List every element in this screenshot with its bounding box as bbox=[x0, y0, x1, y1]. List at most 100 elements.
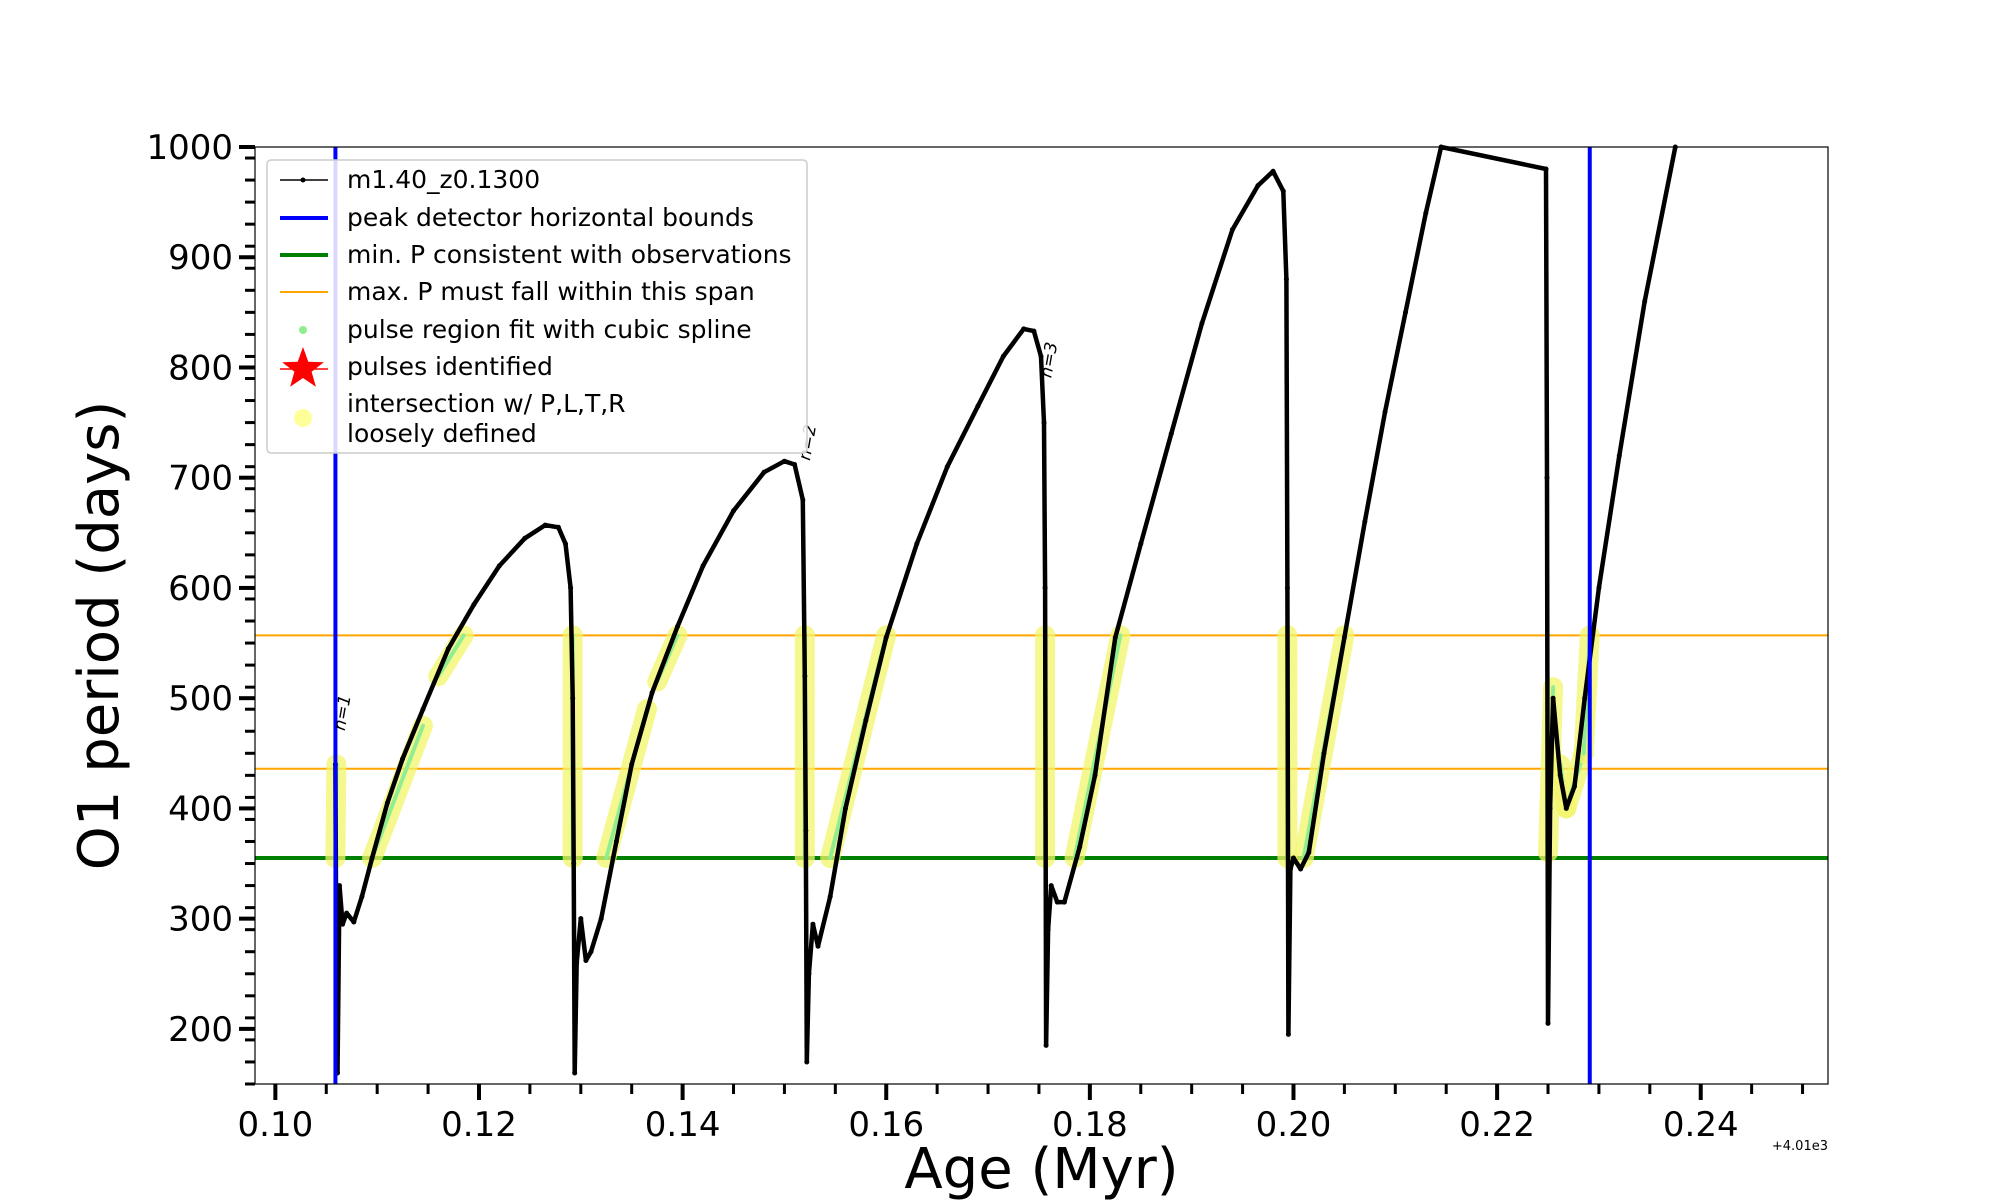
x-tick-label-1: 0.10 bbox=[238, 1105, 314, 1145]
series-point-52 bbox=[1000, 353, 1006, 359]
legend-box bbox=[266, 159, 808, 454]
series-point-66 bbox=[1138, 541, 1144, 547]
series-point-36 bbox=[781, 458, 787, 464]
series-point-10 bbox=[384, 800, 390, 806]
series-point-44 bbox=[815, 943, 821, 949]
series-point-48 bbox=[883, 635, 889, 640]
series-point-56 bbox=[1041, 420, 1047, 426]
y-tick-label-3: 400 bbox=[168, 789, 233, 829]
series-point-75 bbox=[1285, 1031, 1291, 1037]
legend-label: pulses identified bbox=[347, 352, 553, 381]
series-point-35 bbox=[761, 469, 767, 475]
series-point-50 bbox=[944, 464, 950, 470]
series-point-4 bbox=[337, 883, 342, 889]
spline-fit-2 bbox=[370, 723, 425, 860]
series-point-70 bbox=[1255, 183, 1261, 189]
series-point-53 bbox=[1021, 326, 1027, 332]
series-point-59 bbox=[1045, 927, 1051, 933]
series-point-67 bbox=[1168, 431, 1174, 437]
series-point-40 bbox=[803, 828, 809, 833]
legend-label: intersection w/ P,L,T,R bbox=[347, 389, 626, 418]
series-point-97 bbox=[1616, 453, 1622, 459]
series-point-94 bbox=[1572, 783, 1577, 789]
series-point-8 bbox=[359, 894, 365, 900]
legend-label: peak detector horizontal bounds bbox=[347, 203, 754, 232]
legend-item-4: max. P must fall within this span bbox=[280, 277, 755, 306]
series-point-58 bbox=[1043, 1042, 1049, 1048]
series-point-38 bbox=[800, 497, 806, 503]
series-point-20 bbox=[568, 585, 574, 591]
series-point-57 bbox=[1042, 585, 1048, 591]
legend-swatch-circle bbox=[294, 409, 312, 427]
series-point-47 bbox=[863, 717, 869, 723]
series-point-6 bbox=[344, 910, 350, 916]
series-point-63 bbox=[1077, 844, 1083, 850]
series-point-16 bbox=[522, 535, 528, 541]
y-tick-label-4: 500 bbox=[168, 679, 233, 719]
series-point-37 bbox=[792, 462, 798, 467]
x-tick-label-8: 0.24 bbox=[1663, 1105, 1739, 1145]
series-point-69 bbox=[1229, 227, 1235, 233]
legend-swatch-dot bbox=[299, 326, 307, 334]
series-point-25 bbox=[578, 916, 584, 922]
series-point-74 bbox=[1284, 585, 1290, 591]
y-tick-label-1: 200 bbox=[168, 1010, 233, 1050]
series-point-31 bbox=[649, 690, 655, 696]
y-tick-label-6: 700 bbox=[168, 459, 233, 499]
series-point-39 bbox=[802, 673, 808, 679]
y-axis-title: O1 period (days) bbox=[67, 401, 132, 871]
y-tick-label-2: 300 bbox=[168, 900, 233, 940]
y-tick-label-5: 600 bbox=[168, 569, 233, 609]
y-tick-label-9: 1000 bbox=[146, 128, 233, 168]
series-point-54 bbox=[1031, 328, 1037, 334]
series-point-30 bbox=[629, 761, 635, 767]
series-point-43 bbox=[810, 921, 816, 927]
series-point-73 bbox=[1283, 276, 1289, 282]
series-point-91 bbox=[1550, 695, 1556, 701]
legend-item-3: min. P consistent with observations bbox=[280, 240, 792, 269]
spline-fit-3 bbox=[436, 633, 466, 679]
series-point-14 bbox=[471, 602, 477, 607]
series-point-46 bbox=[843, 805, 848, 811]
series-point-7 bbox=[351, 919, 357, 925]
series-point-72 bbox=[1280, 188, 1286, 194]
series-point-12 bbox=[420, 706, 426, 712]
series-point-24 bbox=[574, 960, 580, 966]
series-point-5 bbox=[340, 921, 346, 927]
series-point-32 bbox=[675, 624, 680, 629]
series-point-68 bbox=[1199, 320, 1205, 326]
x-tick-label-5: 0.18 bbox=[1052, 1105, 1128, 1145]
series-point-41 bbox=[804, 1059, 810, 1065]
series-point-21 bbox=[570, 695, 576, 701]
series-point-96 bbox=[1596, 585, 1602, 591]
series-point-17 bbox=[542, 522, 548, 528]
spline-fit-regions bbox=[325, 625, 1600, 868]
legend-item-2: peak detector horizontal bounds bbox=[280, 203, 754, 232]
series-point-77 bbox=[1291, 855, 1296, 861]
series-point-81 bbox=[1341, 635, 1347, 640]
legend-label-line2: loosely defined bbox=[347, 419, 537, 448]
y-tick-label-8: 900 bbox=[168, 238, 233, 278]
series-point-22 bbox=[571, 861, 577, 866]
series-point-9 bbox=[369, 855, 375, 861]
legend-label: m1.40_z0.1300 bbox=[347, 165, 540, 194]
series-point-11 bbox=[400, 756, 406, 762]
plot-frame bbox=[254, 146, 1829, 1085]
series-point-18 bbox=[555, 524, 561, 530]
legend-swatch-marker bbox=[300, 177, 306, 183]
series-point-23 bbox=[572, 1070, 578, 1076]
series-point-71 bbox=[1270, 168, 1276, 174]
series-point-61 bbox=[1054, 899, 1060, 905]
series-point-92 bbox=[1557, 772, 1563, 778]
series-point-79 bbox=[1306, 850, 1312, 855]
series-point-89 bbox=[1545, 1020, 1551, 1026]
series-point-29 bbox=[613, 839, 619, 844]
series-point-84 bbox=[1403, 309, 1408, 315]
legend-label: min. P consistent with observations bbox=[347, 240, 792, 269]
legend-item-5: pulse region fit with cubic spline bbox=[299, 315, 752, 344]
legend-item-6: pulses identified bbox=[280, 347, 553, 387]
series-point-88 bbox=[1544, 475, 1550, 481]
series-point-98 bbox=[1642, 298, 1648, 304]
